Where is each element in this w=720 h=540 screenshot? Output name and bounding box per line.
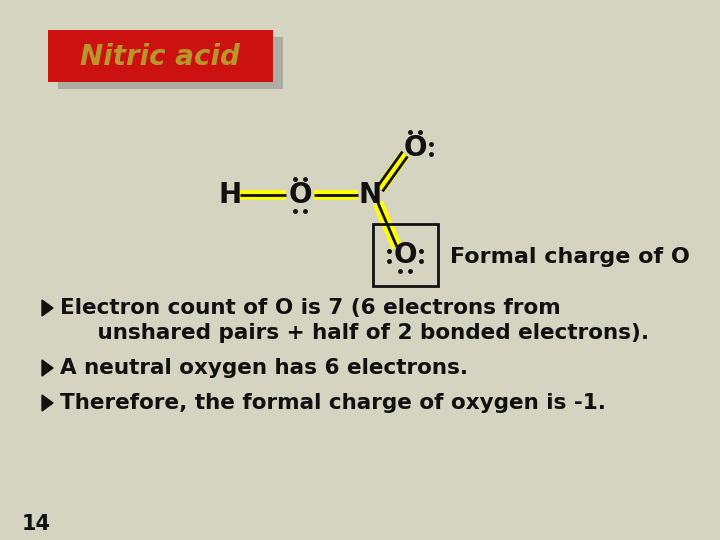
Text: H: H: [218, 181, 242, 209]
Text: O: O: [403, 134, 427, 162]
Text: N: N: [359, 181, 382, 209]
Polygon shape: [42, 395, 53, 411]
Bar: [48, 30, 273, 82]
Text: O: O: [288, 181, 312, 209]
Bar: [58, 37, 283, 89]
Text: Electron count of O is 7 (6 electrons from: Electron count of O is 7 (6 electrons fr…: [60, 298, 561, 318]
Text: O: O: [393, 241, 417, 269]
Polygon shape: [42, 300, 53, 316]
Text: 14: 14: [22, 514, 51, 534]
Bar: [372, 224, 438, 286]
Text: Formal charge of O: Formal charge of O: [449, 247, 689, 267]
Text: unshared pairs + half of 2 bonded electrons).: unshared pairs + half of 2 bonded electr…: [60, 323, 649, 343]
Polygon shape: [42, 360, 53, 376]
Text: A neutral oxygen has 6 electrons.: A neutral oxygen has 6 electrons.: [60, 358, 468, 378]
Text: Nitric acid: Nitric acid: [80, 43, 240, 71]
Text: Therefore, the formal charge of oxygen is -1.: Therefore, the formal charge of oxygen i…: [60, 393, 606, 413]
